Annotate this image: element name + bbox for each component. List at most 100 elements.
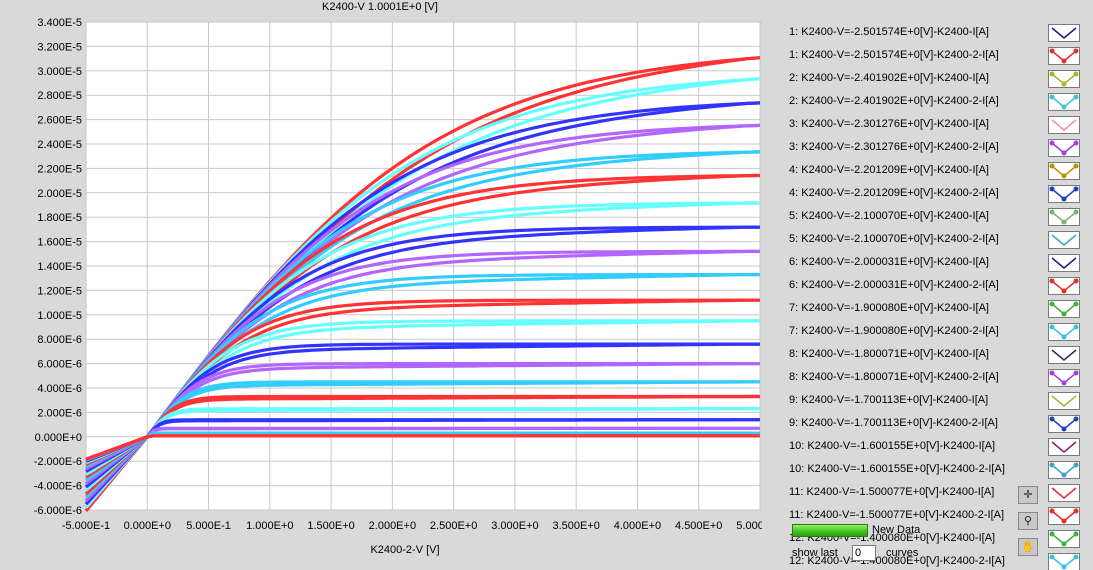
legend-item[interactable]: 9: K2400-V=-1.700113E+0[V]-K2400-I[A]	[762, 390, 1093, 413]
y-tick-label: 2.800E-5	[37, 90, 82, 102]
series-curve	[85, 362, 760, 471]
legend-swatch-icon[interactable]	[1048, 139, 1080, 157]
legend-marker-dot	[1061, 173, 1067, 179]
legend-swatch-icon[interactable]	[1048, 484, 1080, 502]
legend-marker-dot	[1049, 301, 1055, 307]
legend-label: 1: K2400-V=-2.501574E+0[V]-K2400-2-I[A]	[789, 49, 999, 61]
legend-swatch-icon[interactable]	[1048, 369, 1080, 387]
legend-swatch-icon[interactable]	[1048, 231, 1080, 249]
legend-swatch-icon[interactable]	[1048, 208, 1080, 226]
y-tick-label: 2.000E-5	[37, 188, 82, 200]
legend-item[interactable]: 11: K2400-V=-1.500077E+0[V]-K2400-I[A]	[762, 482, 1093, 505]
legend-marker-dot	[1061, 380, 1067, 386]
legend-swatch-icon[interactable]	[1048, 461, 1080, 479]
legend-swatch-icon[interactable]	[1048, 47, 1080, 65]
pan-hand-icon[interactable]: ✋	[1018, 538, 1038, 556]
x-axis-label: K2400-2-V [V]	[370, 544, 439, 556]
plot-legend[interactable]: 1: K2400-V=-2.501574E+0[V]-K2400-I[A] 1: …	[762, 22, 1093, 570]
legend-item[interactable]: 6: K2400-V=-2.000031E+0[V]-K2400-I[A]	[762, 252, 1093, 275]
legend-item[interactable]: 8: K2400-V=-1.800071E+0[V]-K2400-I[A]	[762, 344, 1093, 367]
legend-swatch-icon[interactable]	[1048, 323, 1080, 341]
legend-swatch-icon[interactable]	[1048, 392, 1080, 410]
legend-swatch-icon[interactable]	[1048, 24, 1080, 42]
legend-swatch-icon[interactable]	[1048, 300, 1080, 318]
legend-swatch-icon[interactable]	[1048, 530, 1080, 548]
legend-item[interactable]: 2: K2400-V=-2.401902E+0[V]-K2400-I[A]	[762, 68, 1093, 91]
legend-item[interactable]: 1: K2400-V=-2.501574E+0[V]-K2400-I[A]	[762, 22, 1093, 45]
legend-line-sample	[1051, 395, 1077, 407]
legend-item[interactable]: 3: K2400-V=-2.301276E+0[V]-K2400-2-I[A]	[762, 137, 1093, 160]
legend-label: 5: K2400-V=-2.100070E+0[V]-K2400-I[A]	[789, 210, 989, 222]
legend-swatch-icon[interactable]	[1048, 507, 1080, 525]
legend-item[interactable]: 7: K2400-V=-1.900080E+0[V]-K2400-2-I[A]	[762, 321, 1093, 344]
graph-tool-palette: ✛ ⚲ ✋	[1016, 484, 1093, 570]
series-reverse-sweep	[85, 426, 760, 462]
legend-item[interactable]: 10: K2400-V=-1.600155E+0[V]-K2400-2-I[A]	[762, 459, 1093, 482]
legend-item[interactable]: 5: K2400-V=-2.100070E+0[V]-K2400-2-I[A]	[762, 229, 1093, 252]
legend-label: 7: K2400-V=-1.900080E+0[V]-K2400-2-I[A]	[789, 325, 999, 337]
legend-marker-dot	[1073, 462, 1079, 468]
legend-item[interactable]: 3: K2400-V=-2.301276E+0[V]-K2400-I[A]	[762, 114, 1093, 137]
show-last-input[interactable]: 0	[852, 545, 876, 561]
legend-swatch-icon[interactable]	[1048, 185, 1080, 203]
legend-swatch-icon[interactable]	[1048, 415, 1080, 433]
legend-marker-dot	[1073, 163, 1079, 169]
crosshair-cursor-icon[interactable]: ✛	[1018, 486, 1038, 504]
legend-item[interactable]: 10: K2400-V=-1.600155E+0[V]-K2400-I[A]	[762, 436, 1093, 459]
legend-marker-dot	[1061, 196, 1067, 202]
legend-item[interactable]: 4: K2400-V=-2.201209E+0[V]-K2400-I[A]	[762, 160, 1093, 183]
legend-swatch-icon[interactable]	[1048, 346, 1080, 364]
legend-item[interactable]: 1: K2400-V=-2.501574E+0[V]-K2400-2-I[A]	[762, 45, 1093, 68]
legend-marker-dot	[1061, 311, 1067, 317]
legend-label: 10: K2400-V=-1.600155E+0[V]-K2400-I[A]	[789, 440, 996, 452]
series-curve	[85, 394, 760, 466]
y-tick-label: 1.200E-5	[37, 285, 82, 297]
legend-item[interactable]: 7: K2400-V=-1.900080E+0[V]-K2400-I[A]	[762, 298, 1093, 321]
legend-item[interactable]: 11: K2400-V=-1.500077E+0[V]-K2400-2-I[A]	[762, 505, 1093, 528]
legend-swatch-icon[interactable]	[1048, 553, 1080, 570]
legend-marker-dot	[1073, 370, 1079, 376]
legend-swatch-icon[interactable]	[1048, 438, 1080, 456]
legend-swatch-icon[interactable]	[1048, 116, 1080, 134]
y-tick-label: 1.400E-5	[37, 261, 82, 273]
legend-item[interactable]: 6: K2400-V=-2.000031E+0[V]-K2400-2-I[A]	[762, 275, 1093, 298]
legend-marker-dot	[1073, 94, 1079, 100]
legend-line-sample	[1051, 119, 1077, 131]
legend-marker-dot	[1061, 564, 1067, 570]
series-reverse-sweep	[85, 407, 760, 465]
legend-marker-dot	[1049, 278, 1055, 284]
legend-label: 6: K2400-V=-2.000031E+0[V]-K2400-2-I[A]	[789, 279, 999, 291]
legend-marker-dot	[1061, 150, 1067, 156]
legend-swatch-icon[interactable]	[1048, 277, 1080, 295]
legend-line-sample	[1051, 487, 1077, 499]
legend-label: 9: K2400-V=-1.700113E+0[V]-K2400-2-I[A]	[789, 417, 998, 429]
legend-line-sample	[1051, 349, 1077, 361]
legend-swatch-icon[interactable]	[1048, 162, 1080, 180]
x-tick-label: 2.000E+0	[369, 520, 416, 532]
series-curve	[85, 426, 760, 462]
legend-marker-dot	[1073, 416, 1079, 422]
legend-item[interactable]: 12: K2400-V=-1.400080E+0[V]-K2400-2-I[A]	[762, 551, 1093, 570]
legend-swatch-icon[interactable]	[1048, 70, 1080, 88]
plot-title: K2400-V 1.0001E+0 [V]	[322, 1, 438, 13]
zoom-icon[interactable]: ⚲	[1018, 512, 1038, 530]
legend-item[interactable]: 8: K2400-V=-1.800071E+0[V]-K2400-2-I[A]	[762, 367, 1093, 390]
series-reverse-sweep	[85, 362, 760, 471]
legend-marker-dot	[1049, 554, 1055, 560]
legend-item[interactable]: 4: K2400-V=-2.201209E+0[V]-K2400-2-I[A]	[762, 183, 1093, 206]
legend-swatch-icon[interactable]	[1048, 254, 1080, 272]
legend-marker-dot	[1073, 324, 1079, 330]
legend-item[interactable]: 5: K2400-V=-2.100070E+0[V]-K2400-I[A]	[762, 206, 1093, 229]
legend-swatch-icon[interactable]	[1048, 93, 1080, 111]
legend-marker-dot	[1073, 140, 1079, 146]
series-layer	[84, 56, 761, 512]
legend-marker-dot	[1073, 209, 1079, 215]
legend-line-sample	[1051, 257, 1077, 269]
y-tick-label: 2.400E-5	[37, 139, 82, 151]
legend-marker-dot	[1049, 209, 1055, 215]
legend-item[interactable]: 9: K2400-V=-1.700113E+0[V]-K2400-2-I[A]	[762, 413, 1093, 436]
legend-marker-dot	[1061, 426, 1067, 432]
legend-item[interactable]: 2: K2400-V=-2.401902E+0[V]-K2400-2-I[A]	[762, 91, 1093, 114]
series-reverse-sweep	[85, 380, 760, 468]
y-tick-label: 1.600E-5	[37, 237, 82, 249]
